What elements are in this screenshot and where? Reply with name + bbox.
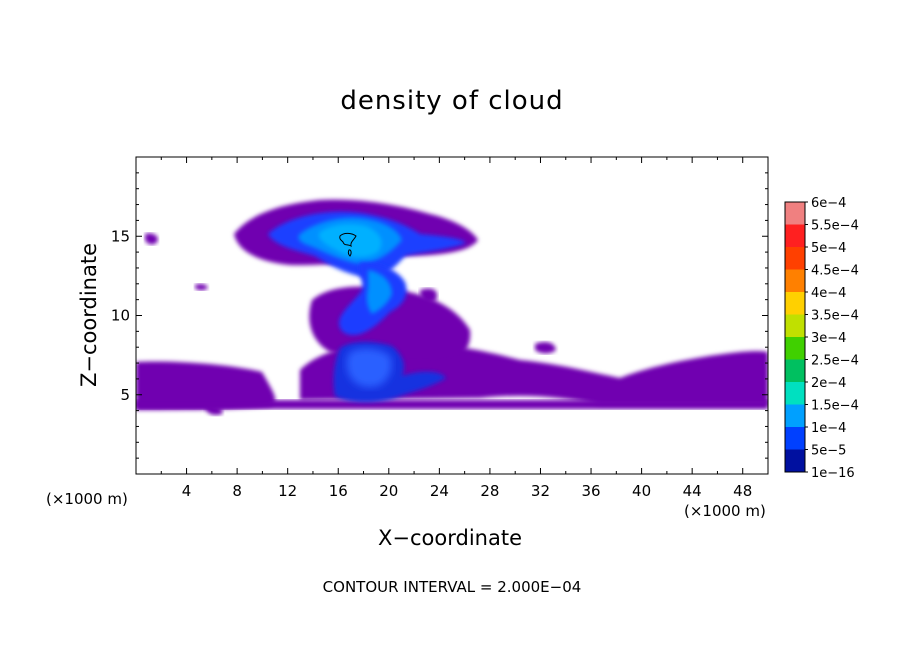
x-axis-label: X−coordinate (378, 526, 522, 550)
x-tick-label: 12 (278, 482, 297, 500)
colorbar-label: 2e−4 (811, 376, 846, 391)
y-axis-label: Z−coordinate (77, 243, 101, 387)
x-tick-label: 4 (182, 482, 192, 500)
colorbar-label: 2.5e−4 (811, 354, 859, 369)
colorbar-label: 6e−4 (811, 196, 846, 211)
colorbar-swatch (785, 359, 805, 382)
cloud-density-field (136, 199, 768, 415)
colorbar-label: 1e−4 (811, 421, 846, 436)
x-tick-label: 32 (531, 482, 550, 500)
colorbar-label: 5e−4 (811, 241, 846, 256)
colorbar-swatch (785, 404, 805, 427)
colorbar-label: 4e−4 (811, 286, 846, 301)
x-unit-label-right: (×1000 m) (684, 502, 766, 520)
colorbar-label: 1e−16 (811, 466, 855, 481)
colorbar: 6e−4 5.5e−4 5e−4 4.5e−4 4e−4 3.5e−4 3e−4 2.5e−4… (784, 196, 859, 481)
y-tick-label: 10 (111, 307, 130, 325)
x-tick-label: 8 (232, 482, 242, 500)
colorbar-label: 3.5e−4 (811, 309, 859, 324)
colorbar-swatch (785, 427, 805, 450)
contour-lines (339, 232, 357, 257)
colorbar-label: 1.5e−4 (811, 399, 859, 414)
colorbar-swatch (785, 314, 805, 337)
x-tick-label: 24 (430, 482, 449, 500)
colorbar-swatch (785, 337, 805, 360)
colorbar-swatch (785, 292, 805, 315)
colorbar-swatch (785, 269, 805, 292)
x-tick-label: 36 (581, 482, 600, 500)
chart-title: density of cloud (340, 86, 564, 116)
colorbar-label: 5.5e−4 (811, 219, 859, 234)
colorbar-label: 4.5e−4 (811, 264, 859, 279)
colorbar-swatch (785, 202, 805, 225)
x-tick-label: 44 (683, 482, 702, 500)
colorbar-swatch (785, 449, 805, 472)
colorbar-swatch (785, 224, 805, 247)
colorbar-label: 5e−5 (811, 444, 846, 459)
y-axis: 5 10 15 (111, 172, 768, 459)
colorbar-swatch (785, 247, 805, 270)
x-tick-label: 48 (733, 482, 752, 500)
x-unit-label-left: (×1000 m) (46, 490, 128, 508)
x-tick-label: 20 (379, 482, 398, 500)
colorbar-label: 3e−4 (811, 331, 846, 346)
x-tick-label: 16 (329, 482, 348, 500)
x-axis: 4 8 12 16 20 24 28 32 36 40 44 48 (160, 157, 752, 500)
x-tick-label: 40 (632, 482, 651, 500)
colorbar-swatch (785, 382, 805, 405)
contour-interval-note: CONTOUR INTERVAL = 2.000E−04 (322, 578, 582, 596)
x-tick-label: 28 (480, 482, 499, 500)
y-tick-label: 5 (120, 386, 130, 404)
y-tick-label: 15 (111, 227, 130, 245)
